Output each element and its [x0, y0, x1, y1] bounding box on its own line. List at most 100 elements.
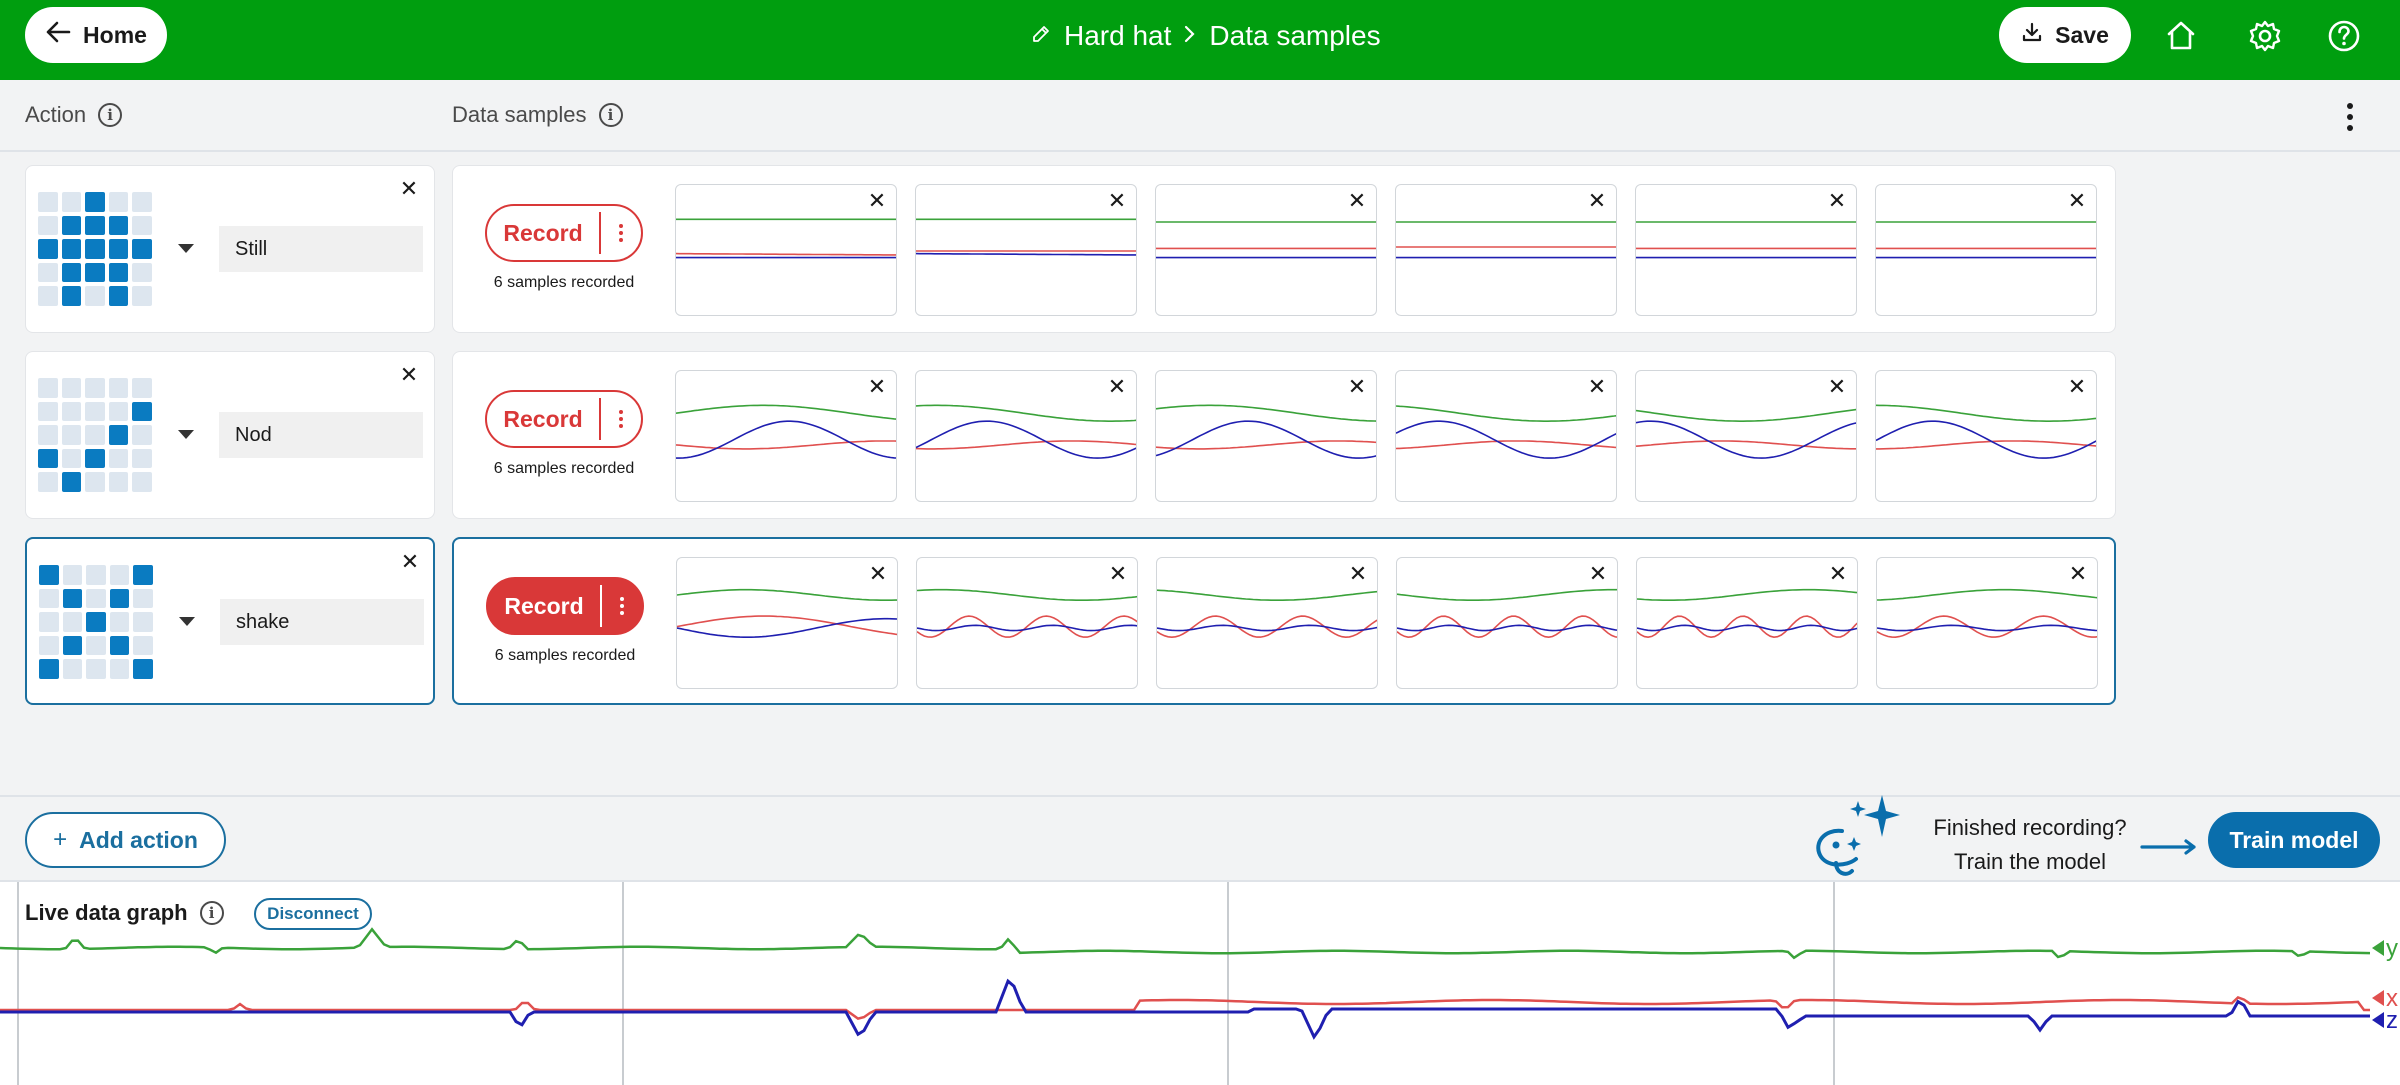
record-separator: [599, 398, 601, 440]
delete-sample-icon[interactable]: ✕: [1828, 561, 1848, 586]
led-cell: [39, 565, 59, 585]
sample-card[interactable]: ✕: [1156, 557, 1378, 689]
sample-line-z: [1877, 624, 2097, 632]
sample-card[interactable]: ✕: [915, 370, 1137, 502]
delete-sample-icon[interactable]: ✕: [868, 561, 888, 586]
samples-recorded-count: 6 samples recorded: [493, 460, 635, 477]
breadcrumb-project[interactable]: Hard hat: [1064, 20, 1172, 51]
led-cell: [38, 448, 58, 468]
action-name-input[interactable]: [219, 412, 423, 458]
sample-card[interactable]: ✕: [1635, 370, 1857, 502]
led-cell: [61, 215, 81, 235]
record-options-icon[interactable]: [602, 597, 642, 615]
sample-card[interactable]: ✕: [1875, 184, 2097, 316]
home-button[interactable]: Home: [25, 7, 167, 63]
led-cell: [108, 401, 128, 421]
edit-pencil-icon[interactable]: [1030, 20, 1052, 52]
sample-card[interactable]: ✕: [1155, 184, 1377, 316]
delete-sample-icon[interactable]: ✕: [1827, 188, 1847, 213]
sample-card[interactable]: ✕: [1396, 557, 1618, 689]
action-header-label: Action: [25, 102, 87, 127]
delete-sample-icon[interactable]: ✕: [1587, 188, 1607, 213]
help-icon[interactable]: [2323, 15, 2365, 57]
save-button-label: Save: [2055, 21, 2109, 48]
record-button[interactable]: Record: [486, 577, 644, 635]
delete-sample-icon[interactable]: ✕: [2068, 561, 2088, 586]
settings-gear-icon[interactable]: [2244, 15, 2286, 57]
delete-action-icon[interactable]: ✕: [399, 176, 419, 201]
sample-card[interactable]: ✕: [1395, 184, 1617, 316]
led-cell: [62, 588, 82, 608]
delete-sample-icon[interactable]: ✕: [1107, 374, 1127, 399]
train-model-button[interactable]: Train model: [2208, 812, 2380, 868]
disconnect-button[interactable]: Disconnect: [254, 898, 372, 930]
led-pattern-icon[interactable]: [39, 565, 153, 679]
led-cell: [133, 612, 153, 632]
sample-card[interactable]: ✕: [1155, 370, 1377, 502]
sample-card[interactable]: ✕: [675, 370, 897, 502]
led-cell: [132, 472, 152, 492]
sample-card[interactable]: ✕: [915, 184, 1137, 316]
led-cell: [108, 472, 128, 492]
record-button[interactable]: Record: [485, 390, 643, 448]
led-cell: [85, 239, 105, 259]
sample-graph: [1636, 408, 1856, 459]
action-card[interactable]: ✕: [25, 351, 435, 519]
delete-sample-icon[interactable]: ✕: [1347, 188, 1367, 213]
led-cell: [38, 192, 58, 212]
info-icon[interactable]: i: [199, 901, 224, 925]
led-pattern-icon[interactable]: [38, 192, 152, 306]
record-options-icon[interactable]: [601, 224, 641, 242]
home-icon[interactable]: [2160, 15, 2202, 57]
record-options-icon[interactable]: [601, 410, 641, 428]
record-separator: [600, 585, 602, 627]
delete-action-icon[interactable]: ✕: [399, 362, 419, 387]
action-card[interactable]: ✕: [25, 165, 435, 333]
sample-card[interactable]: ✕: [1876, 557, 2098, 689]
delete-sample-icon[interactable]: ✕: [867, 188, 887, 213]
sample-line-y: [1876, 404, 2096, 422]
delete-sample-icon[interactable]: ✕: [1107, 188, 1127, 213]
sample-card[interactable]: ✕: [1395, 370, 1617, 502]
sample-card[interactable]: ✕: [676, 557, 898, 689]
delete-sample-icon[interactable]: ✕: [1348, 561, 1368, 586]
delete-sample-icon[interactable]: ✕: [867, 374, 887, 399]
action-name-input[interactable]: [220, 599, 424, 645]
delete-sample-icon[interactable]: ✕: [1347, 374, 1367, 399]
sample-graph: [676, 218, 896, 259]
sample-card[interactable]: ✕: [916, 557, 1138, 689]
delete-sample-icon[interactable]: ✕: [1827, 374, 1847, 399]
delete-action-icon[interactable]: ✕: [400, 549, 420, 574]
delete-sample-icon[interactable]: ✕: [2067, 374, 2087, 399]
info-icon[interactable]: i: [598, 103, 623, 127]
action-name-input[interactable]: [219, 226, 423, 272]
delete-sample-icon[interactable]: ✕: [1588, 561, 1608, 586]
sample-line-y: [677, 588, 897, 601]
add-action-label: Add action: [79, 826, 198, 853]
sample-graph: [1876, 404, 2096, 459]
axis-marker-z: [2372, 1012, 2384, 1028]
sample-card[interactable]: ✕: [1636, 557, 1858, 689]
led-cell: [85, 192, 105, 212]
caret-down-icon[interactable]: [178, 430, 194, 439]
caret-down-icon[interactable]: [178, 244, 194, 253]
sample-card[interactable]: ✕: [1875, 370, 2097, 502]
sample-card[interactable]: ✕: [1635, 184, 1857, 316]
led-cell: [132, 192, 152, 212]
more-options-icon[interactable]: [2340, 100, 2360, 134]
delete-sample-icon[interactable]: ✕: [1108, 561, 1128, 586]
sample-line-z: [676, 420, 896, 459]
sample-line-y: [1877, 588, 2097, 601]
add-action-button[interactable]: + Add action: [25, 812, 226, 868]
action-card[interactable]: ✕: [25, 537, 435, 705]
sample-card[interactable]: ✕: [675, 184, 897, 316]
save-button[interactable]: Save: [1999, 7, 2131, 63]
delete-sample-icon[interactable]: ✕: [1587, 374, 1607, 399]
led-pattern-icon[interactable]: [38, 378, 152, 492]
caret-down-icon[interactable]: [179, 617, 195, 626]
record-button[interactable]: Record: [485, 204, 643, 262]
sample-line-x: [1156, 440, 1376, 450]
info-icon[interactable]: i: [98, 103, 123, 127]
delete-sample-icon[interactable]: ✕: [2067, 188, 2087, 213]
led-cell: [109, 588, 129, 608]
